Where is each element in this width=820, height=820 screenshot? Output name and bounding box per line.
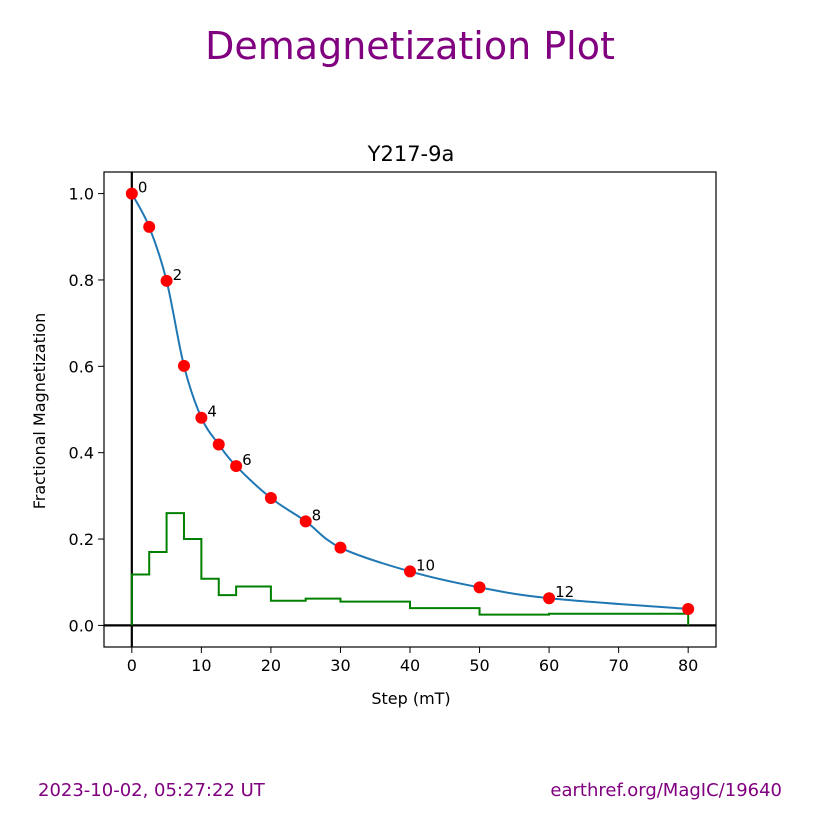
y-axis-label: Fractional Magnetization bbox=[30, 313, 49, 510]
data-point bbox=[143, 220, 156, 233]
x-axis-label: Step (mT) bbox=[371, 689, 450, 708]
axis-ticks: 0 10 20 30 40 50 60 70 80 0.0 0.2 0.4 0.6 0.8 1.0 bbox=[69, 185, 699, 675]
data-point bbox=[473, 581, 486, 594]
x-tick-label: 70 bbox=[608, 656, 628, 675]
data-point bbox=[230, 460, 243, 473]
point-label: 8 bbox=[312, 506, 322, 524]
y-tick-label: 0.8 bbox=[69, 271, 94, 290]
data-point bbox=[299, 515, 312, 528]
point-label: 6 bbox=[242, 451, 252, 469]
increment-step-line bbox=[130, 512, 690, 626]
x-tick-label: 30 bbox=[330, 656, 350, 675]
x-tick-label: 0 bbox=[127, 656, 137, 675]
y-tick-label: 1.0 bbox=[69, 185, 94, 204]
data-point bbox=[160, 274, 173, 287]
plot-title: Y217-9a bbox=[367, 142, 455, 166]
y-tick-label: 0.0 bbox=[69, 616, 94, 635]
data-point bbox=[195, 411, 208, 424]
timestamp: 2023-10-02, 05:27:22 UT bbox=[38, 780, 265, 801]
figure-suptitle: Demagnetization Plot bbox=[205, 24, 615, 68]
x-tick-label: 60 bbox=[539, 656, 559, 675]
data-point bbox=[682, 603, 695, 615]
point-label: 2 bbox=[173, 266, 183, 284]
point-labels: 0 2 4 6 8 10 12 bbox=[138, 179, 574, 602]
data-point bbox=[543, 592, 556, 605]
data-point bbox=[404, 565, 416, 578]
series-layer bbox=[125, 187, 695, 626]
x-tick-label: 50 bbox=[469, 656, 489, 675]
x-tick-label: 40 bbox=[400, 656, 420, 675]
x-tick-label: 10 bbox=[191, 656, 211, 675]
demag-curve-line bbox=[130, 193, 689, 610]
y-tick-label: 0.6 bbox=[69, 357, 94, 376]
data-point bbox=[212, 438, 225, 451]
x-tick-label: 80 bbox=[678, 656, 698, 675]
plot-frame bbox=[103, 171, 717, 648]
x-tick-label: 20 bbox=[261, 656, 281, 675]
data-point bbox=[334, 541, 347, 554]
data-point bbox=[125, 187, 138, 200]
data-point bbox=[177, 359, 190, 372]
point-label: 10 bbox=[416, 556, 435, 574]
y-tick-label: 0.4 bbox=[69, 444, 94, 463]
point-label: 0 bbox=[138, 179, 148, 197]
point-label: 12 bbox=[555, 583, 574, 601]
zero-lines bbox=[104, 172, 716, 647]
source-link[interactable]: earthref.org/MagIC/19640 bbox=[550, 780, 782, 801]
data-point bbox=[264, 492, 277, 505]
point-label: 4 bbox=[207, 403, 217, 421]
y-tick-label: 0.2 bbox=[69, 530, 94, 549]
